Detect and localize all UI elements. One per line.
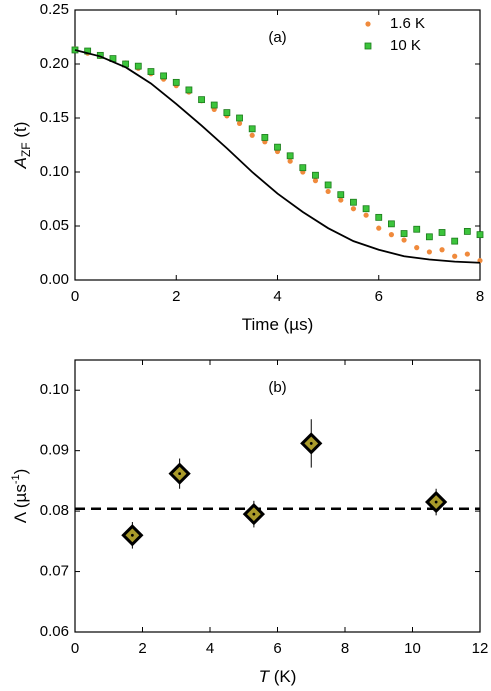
x-tick-label: 12 [472,640,489,657]
x-tick-label: 4 [206,640,214,657]
data-point [362,205,370,213]
data-point [274,143,281,151]
x-tick-label: 4 [273,288,281,305]
y-axis-label: AZF (t) [11,122,33,170]
y-axis-label-part: Λ (µs [11,484,30,523]
y-tick-label: 0.10 [40,381,69,398]
data-point [261,134,269,141]
x-axis-label-part: T [259,667,271,686]
data-point [376,225,382,231]
data-point [249,132,255,138]
fit-line [74,49,481,264]
data-point [451,237,459,245]
data-point [438,229,446,236]
marker-dot [178,472,182,476]
data-point [363,212,369,218]
x-tick-label: 6 [273,640,281,657]
data-point [210,101,218,109]
legend-marker [365,21,371,27]
x-tick-label: 0 [71,288,79,305]
data-point [223,109,231,116]
marker-dot [434,500,438,504]
data-point [287,158,293,164]
x-axis-label-part: Time (µs) [242,315,314,334]
panel: 0 2 4 6 8 0.00 0.05 0.10 0.15 0.20 0.25 Time (µs) AZ… [11,1,484,335]
x-tick-label: 2 [172,288,180,305]
x-tick-label: 6 [375,288,383,305]
data-point [413,225,421,233]
data-point [463,227,471,235]
y-tick-label: 0.00 [40,271,69,288]
y-tick-label: 0.09 [40,442,69,459]
data-point [400,230,408,237]
data-point [439,247,445,253]
data-point [160,72,167,80]
data-point [476,231,484,239]
data-point [388,220,395,228]
data-point [350,206,357,212]
y-tick-label: 0.15 [40,109,69,126]
data-point [401,237,407,243]
x-tick-label: 10 [404,640,421,657]
y-tick-label: 0.05 [40,217,69,234]
marker-dot [309,442,313,445]
data-point [464,251,470,257]
panel-annotation: (b) [268,379,286,396]
y-axis-label-part: A [11,157,30,169]
x-tick-label: 8 [476,288,484,305]
legend-label: 1.6 K [390,15,425,32]
legend-label: 10 K [390,37,421,54]
data-point [388,232,395,238]
data-point [425,233,433,241]
data-point [236,114,243,122]
data-point [198,96,205,104]
x-axis-label-part: (K) [269,667,296,686]
data-point [185,86,193,94]
panel: 0 2 4 6 8 10 12 0.06 0.07 0.08 0.09 0.10 T (K) Λ (µs-… [10,359,489,686]
y-tick-label: 0.10 [40,163,69,180]
data-point [248,125,256,133]
data-point [375,213,383,221]
y-axis-label-sub: ZF [19,142,33,157]
marker-dot [252,512,256,516]
y-axis-label: Λ (µs-1) [10,469,31,524]
data-point [350,198,357,206]
legend-marker [364,42,372,50]
data-point [286,152,294,160]
data-point [426,249,432,255]
y-tick-label: 0.06 [40,623,69,640]
y-axis-label-sup: -1 [10,474,22,484]
data-point [312,178,319,184]
x-tick-label: 2 [138,640,146,657]
y-tick-label: 0.20 [40,55,69,72]
x-tick-label: 8 [341,640,349,657]
panel-annotation: (a) [268,29,286,46]
y-axis-label-part: ) [11,469,30,475]
plot-frame [74,359,481,633]
data-point [337,191,345,199]
y-tick-label: 0.08 [40,502,69,519]
x-axis-label: T (K) [259,667,297,686]
data-point [452,253,458,259]
data-point [172,78,180,86]
data-point [147,68,155,75]
data-point [134,62,142,70]
data-point [236,120,243,126]
data-point [338,197,344,203]
data-point [414,245,420,251]
data-point [299,164,307,172]
y-tick-label: 0.25 [40,1,69,18]
data-point [312,171,319,179]
y-axis-label-part: (t) [11,122,30,143]
marker-dot [130,533,134,537]
y-tick-label: 0.07 [40,563,69,580]
x-axis-label: Time (µs) [242,315,314,334]
data-point [325,188,331,195]
x-tick-label: 0 [71,640,79,657]
data-point [324,181,332,189]
